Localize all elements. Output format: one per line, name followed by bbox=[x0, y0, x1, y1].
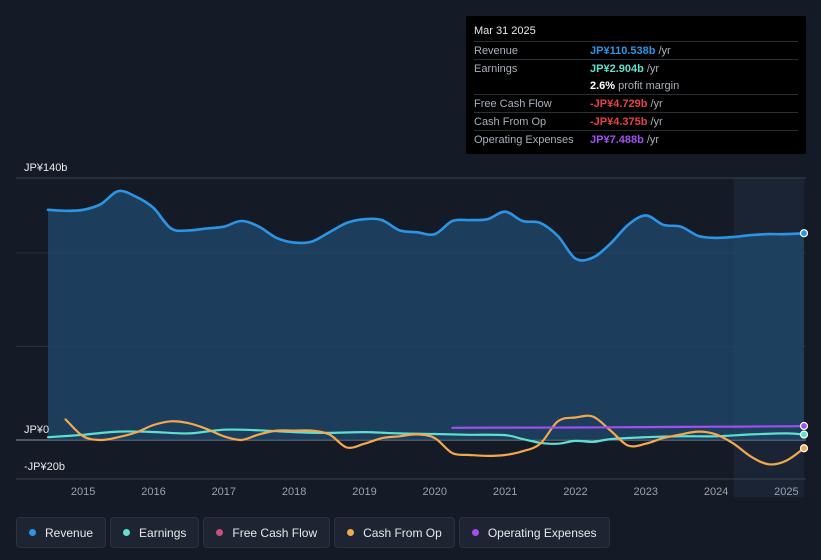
tooltip-date: Mar 31 2025 bbox=[474, 25, 536, 37]
tooltip-row-value: JP¥2.904b bbox=[590, 62, 644, 75]
legend-item-operating-expenses[interactable]: Operating Expenses bbox=[458, 517, 610, 548]
tooltip-row-label: Operating Expenses bbox=[474, 133, 574, 146]
legend-item-revenue[interactable]: Revenue bbox=[16, 517, 107, 548]
legend-item-earnings[interactable]: Earnings bbox=[110, 517, 200, 548]
tooltip-row: 2.6% profit margin bbox=[474, 77, 798, 94]
tooltip-row: Cash From Op -JP¥4.375b/yr bbox=[474, 112, 798, 130]
x-tick-label-2016: 2016 bbox=[141, 486, 165, 498]
earnings-end-dot bbox=[799, 430, 809, 439]
x-tick-label-2024: 2024 bbox=[704, 486, 728, 498]
legend: Revenue Earnings Free Cash Flow Cash From O… bbox=[16, 517, 610, 548]
revenue-area-fill bbox=[48, 190, 804, 440]
legend-label: Revenue bbox=[45, 525, 94, 540]
legend-dot-icon bbox=[347, 529, 355, 536]
tooltip-row-value: JP¥7.488b bbox=[590, 133, 644, 146]
cash-from-op-end-dot bbox=[799, 444, 809, 453]
legend-label: Earnings bbox=[139, 525, 187, 540]
data-tooltip: Mar 31 2025 Revenue JP¥110.538b/yr Earning… bbox=[466, 16, 806, 154]
x-tick-label-2021: 2021 bbox=[493, 486, 517, 498]
y-tick-label-bottom: -JP¥20b bbox=[24, 461, 65, 473]
tooltip-row-value: -JP¥4.375b bbox=[590, 115, 648, 128]
x-tick-label-2022: 2022 bbox=[563, 486, 587, 498]
tooltip-row: Free Cash Flow -JP¥4.729b/yr bbox=[474, 94, 798, 112]
tooltip-row: Revenue JP¥110.538b/yr bbox=[474, 41, 798, 59]
tooltip-row-value: 2.6% bbox=[590, 79, 616, 92]
legend-dot-icon bbox=[123, 529, 131, 536]
tooltip-row: Earnings JP¥2.904b/yr bbox=[474, 59, 798, 77]
revenue-line bbox=[46, 189, 806, 262]
tooltip-row-label: Free Cash Flow bbox=[474, 97, 552, 110]
y-tick-label-zero: JP¥0 bbox=[24, 424, 49, 436]
x-tick-label-2018: 2018 bbox=[282, 486, 306, 498]
tooltip-row-value: -JP¥4.729b bbox=[590, 97, 648, 110]
chart-area: JP¥140b JP¥0 -JP¥20b 2015 2016 2017 2018 201… bbox=[16, 162, 809, 498]
earnings-line bbox=[46, 428, 806, 445]
legend-label: Cash From Op bbox=[363, 525, 442, 540]
tooltip-row-unit: /yr bbox=[650, 115, 663, 128]
tooltip-row-label: Earnings bbox=[474, 62, 518, 75]
tooltip-row-unit: /yr bbox=[658, 44, 671, 57]
operating-expenses-end-dot bbox=[799, 421, 809, 431]
operating-expenses-line bbox=[451, 424, 806, 429]
legend-label: Free Cash Flow bbox=[232, 525, 318, 540]
legend-label: Operating Expenses bbox=[487, 525, 597, 540]
x-tick-label-2015: 2015 bbox=[71, 486, 95, 498]
x-tick-label-2023: 2023 bbox=[634, 486, 658, 498]
x-tick-label-2017: 2017 bbox=[212, 486, 236, 498]
tooltip-row: Operating Expenses JP¥7.488b/yr bbox=[474, 130, 798, 148]
legend-item-cash-from-op[interactable]: Cash From Op bbox=[334, 517, 455, 548]
tooltip-row-label: Revenue bbox=[474, 44, 519, 57]
tooltip-row-unit: /yr bbox=[650, 97, 663, 110]
revenue-end-dot bbox=[799, 229, 809, 238]
tooltip-row-value: JP¥110.538b bbox=[590, 44, 656, 57]
legend-dot-icon bbox=[29, 529, 36, 536]
tooltip-row-unit: /yr bbox=[646, 133, 660, 146]
x-tick-label-2025: 2025 bbox=[774, 486, 798, 498]
y-tick-label-top: JP¥140b bbox=[24, 162, 67, 174]
legend-dot-icon bbox=[216, 529, 224, 536]
tooltip-row-unit: profit margin bbox=[618, 79, 680, 92]
x-tick-label-2020: 2020 bbox=[423, 486, 447, 498]
legend-dot-icon bbox=[471, 529, 479, 536]
tooltip-row-unit: /yr bbox=[646, 62, 660, 75]
cash-from-op-line bbox=[64, 414, 806, 466]
legend-item-free-cash-flow[interactable]: Free Cash Flow bbox=[203, 517, 331, 548]
tooltip-row-label: Cash From Op bbox=[474, 115, 547, 128]
x-tick-label-2019: 2019 bbox=[352, 486, 376, 498]
